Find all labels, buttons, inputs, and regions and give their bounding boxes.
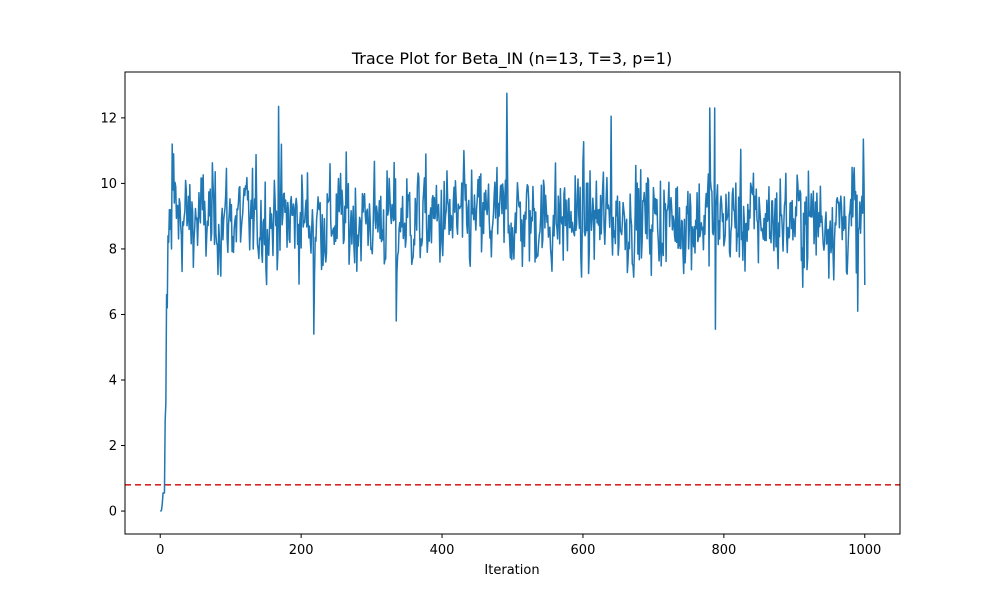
axes-frame [124, 71, 901, 535]
x-axis-label: Iteration [484, 563, 539, 578]
y-tick-label: 6 [109, 308, 117, 323]
chart-title: Trace Plot for Beta_IN (n=13, T=3, p=1) [351, 49, 672, 69]
x-tick-label: 800 [711, 543, 736, 558]
x-tick-label: 600 [571, 543, 596, 558]
y-tick-label: 2 [109, 439, 117, 454]
y-tick-label: 12 [100, 111, 117, 126]
y-tick-label: 4 [109, 374, 117, 389]
y-tick-label: 8 [109, 242, 117, 257]
x-tick-label: 0 [156, 543, 164, 558]
y-tick-label: 10 [100, 177, 117, 192]
series-line-0 [160, 92, 866, 512]
y-axis: 0 2 4 6 8 10 12 [100, 111, 125, 520]
plot-area [125, 92, 900, 512]
x-axis: 0 200 400 600 800 1000 [156, 534, 881, 558]
x-tick-label: 1000 [848, 543, 881, 558]
y-tick-label: 0 [109, 505, 117, 520]
x-tick-label: 200 [289, 543, 314, 558]
x-tick-label: 400 [430, 543, 455, 558]
